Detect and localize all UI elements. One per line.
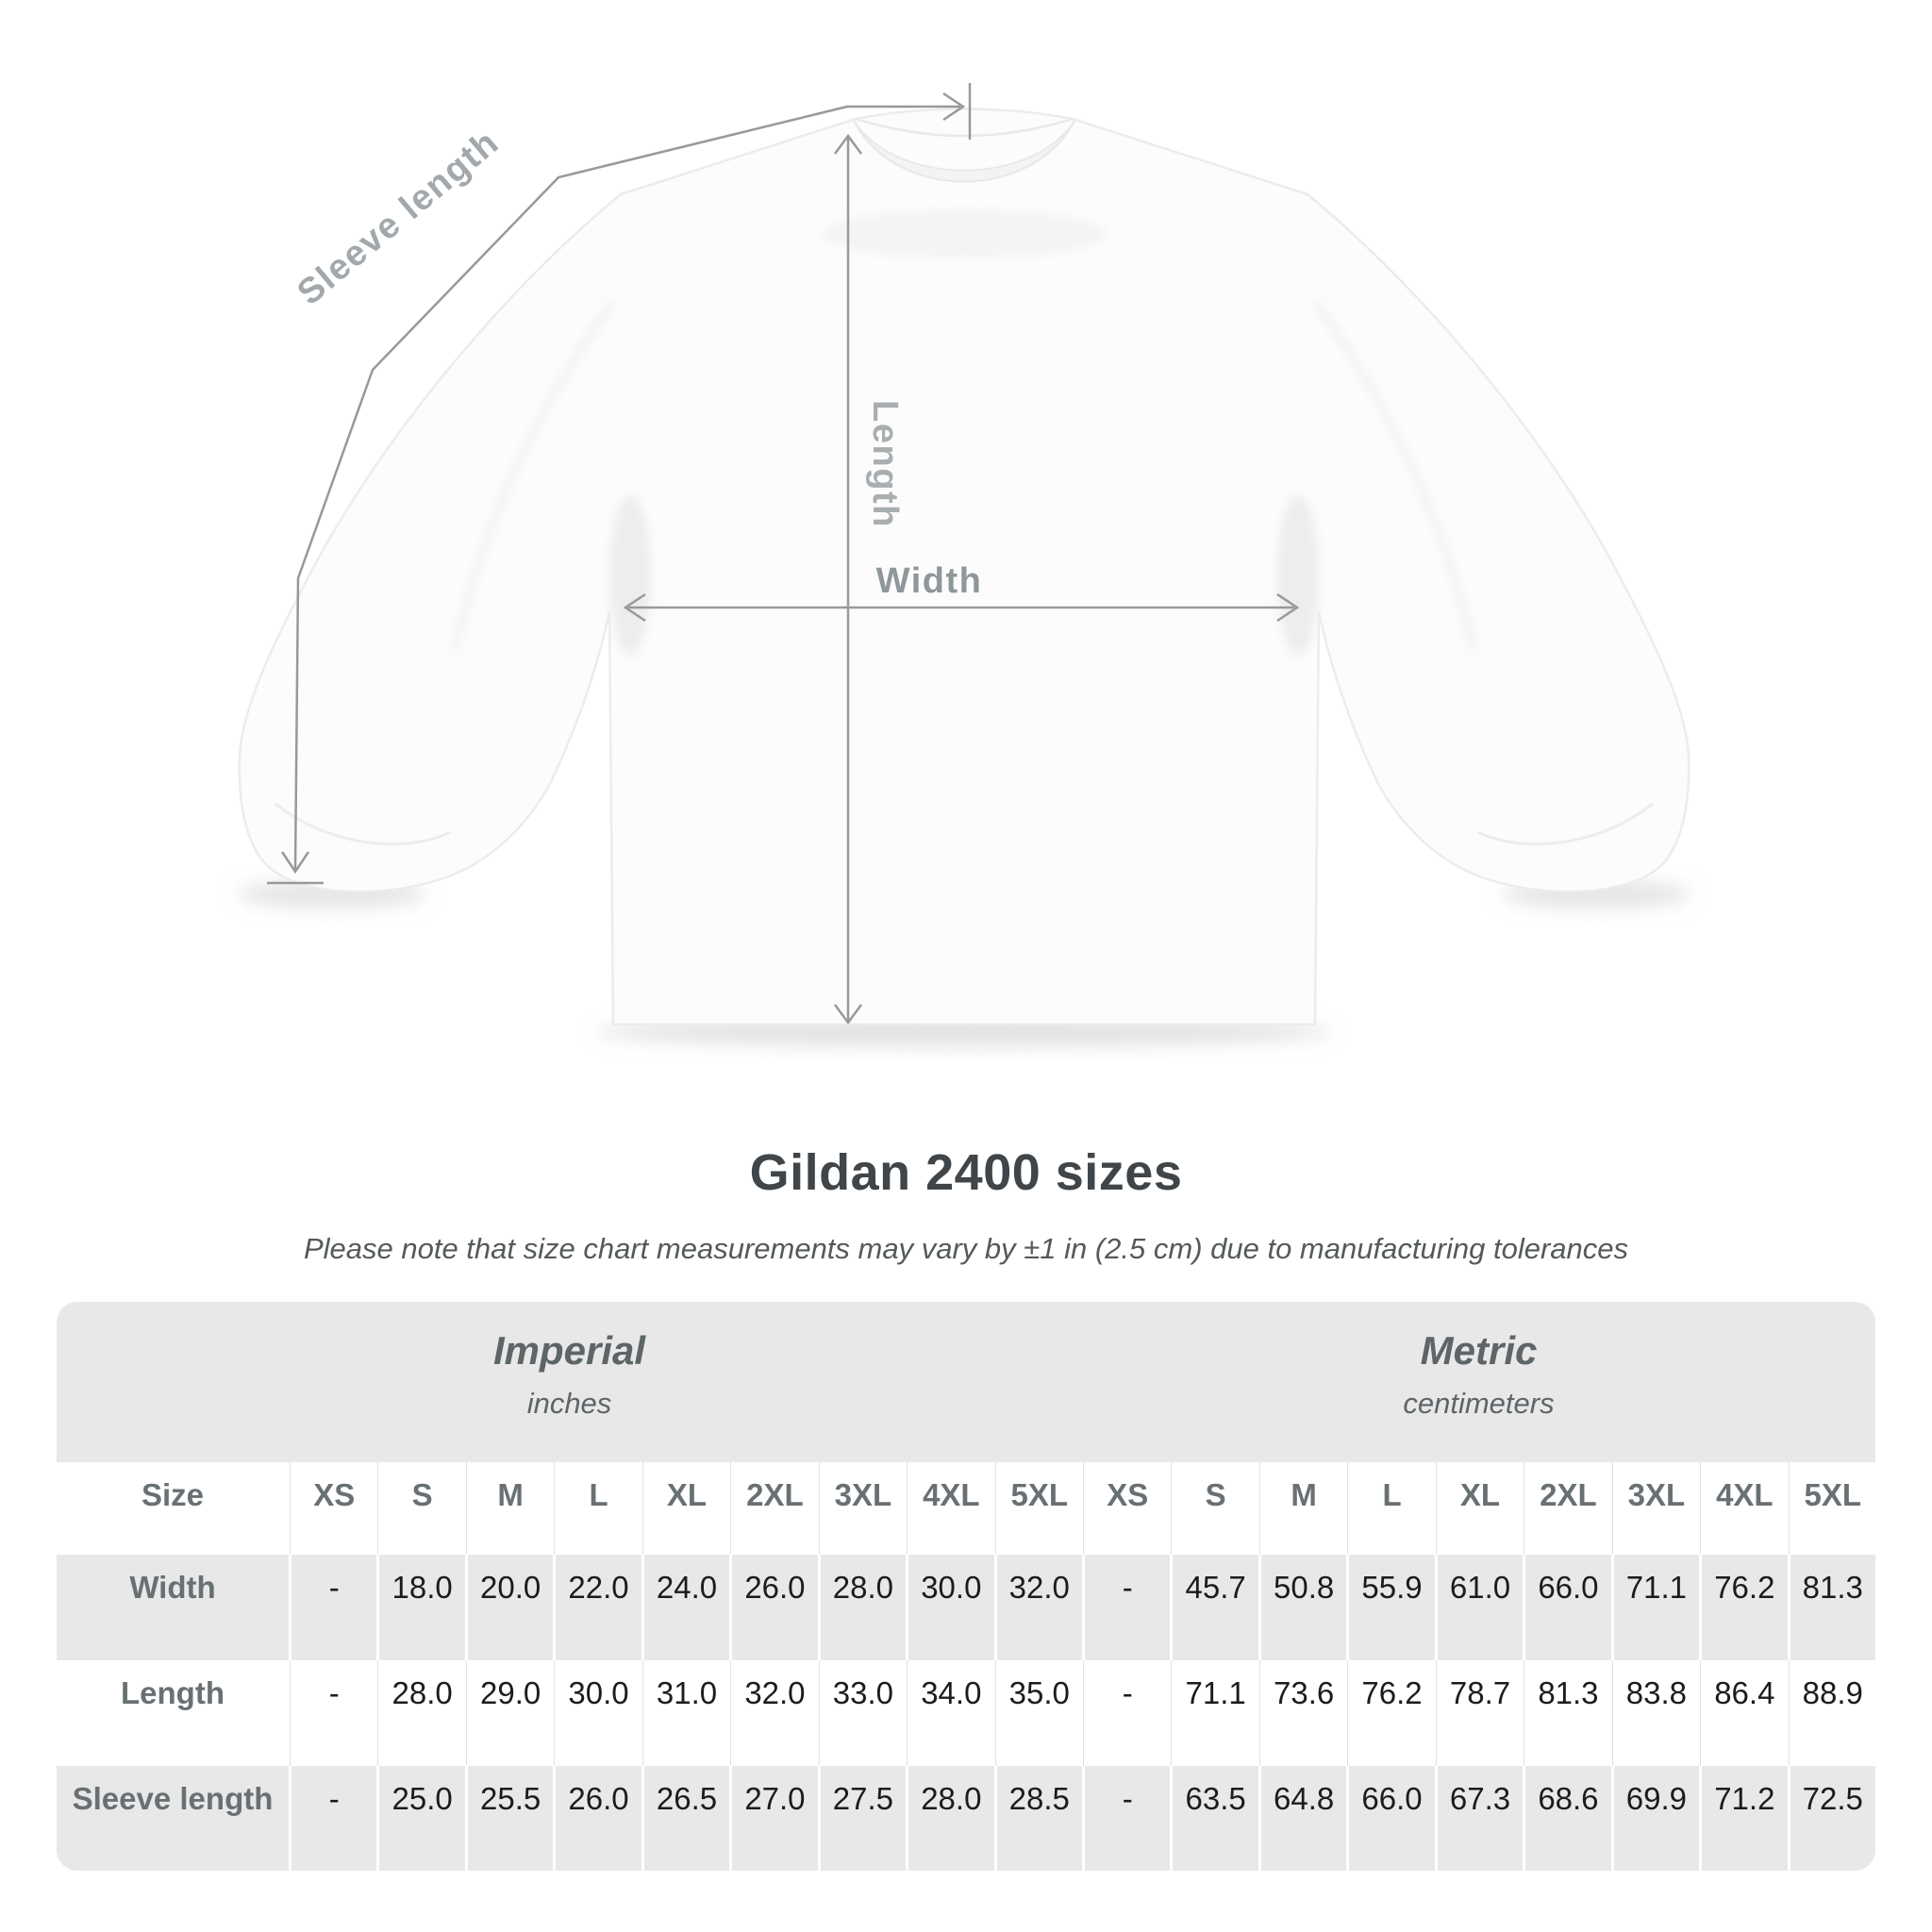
metric-value-cell: 78.7 <box>1435 1660 1523 1766</box>
imperial-value-cell: 26.5 <box>643 1766 730 1871</box>
imperial-value-cell: 33.0 <box>818 1660 906 1766</box>
metric-value-cell: 86.4 <box>1700 1660 1787 1766</box>
metric-unit-header: Metric centimeters <box>1082 1302 1875 1462</box>
imperial-value-cell: 28.0 <box>820 1555 907 1660</box>
size-column-header: 2XL <box>1524 1462 1610 1555</box>
metric-value-cell: 71.1 <box>1613 1555 1700 1660</box>
page-title: Gildan 2400 sizes <box>749 1144 1183 1201</box>
imperial-value-cell: 30.0 <box>554 1660 641 1766</box>
imperial-value-cell: - <box>289 1660 376 1766</box>
size-column-header: S <box>377 1462 464 1555</box>
metric-label: Metric <box>1420 1328 1538 1373</box>
metric-value-cell: 76.2 <box>1347 1660 1434 1766</box>
size-column-header: L <box>554 1462 641 1555</box>
metric-value-cell: 73.6 <box>1258 1660 1346 1766</box>
metric-value-cell: 76.2 <box>1702 1555 1788 1660</box>
size-column-header: L <box>1347 1462 1434 1555</box>
metric-value-cell: 45.7 <box>1173 1555 1258 1660</box>
metric-value-cell: - <box>1084 1555 1171 1660</box>
row-label: Sleeve length <box>57 1766 289 1871</box>
width-measure-line <box>623 592 1300 623</box>
imperial-value-cell: 34.0 <box>907 1660 993 1766</box>
imperial-value-cell: 30.0 <box>908 1555 994 1660</box>
size-column-header: 3XL <box>818 1462 906 1555</box>
imperial-value-cell: 24.0 <box>643 1555 730 1660</box>
metric-value-cell: 66.0 <box>1349 1766 1435 1871</box>
metric-value-cell: 61.0 <box>1437 1555 1524 1660</box>
shirt-collar <box>823 117 1106 258</box>
metric-value-cell: 68.6 <box>1525 1766 1611 1871</box>
sleeve-length-measure-line <box>267 83 972 885</box>
size-column-header: 4XL <box>1700 1462 1787 1555</box>
size-table: Imperial inches Metric centimeters Size X… <box>57 1302 1875 1871</box>
length-label: Length <box>865 400 905 528</box>
size-column-header: S <box>1171 1462 1257 1555</box>
table-row-length: Length -28.0 29.0 30.0 31.0 32.0 33.0 34.0 35.0-… <box>57 1660 1875 1766</box>
metric-value-cell: 72.5 <box>1790 1766 1875 1871</box>
size-header-row: Size XS S M L XL 2XL 3XL 4XL 5XL XS S M L XL 2XL 3XL 4XL 5… <box>57 1462 1875 1555</box>
row-label: Length <box>121 1675 225 1710</box>
size-column-header: XL <box>1435 1462 1523 1555</box>
size-column-header: XL <box>641 1462 729 1555</box>
size-column-header: 2XL <box>730 1462 817 1555</box>
size-column-header: M <box>1258 1462 1346 1555</box>
imperial-value-cell: - <box>291 1766 377 1871</box>
imperial-value-cell: 32.0 <box>730 1660 817 1766</box>
metric-value-cell: - <box>1084 1766 1171 1871</box>
size-column-header: 4XL <box>907 1462 993 1555</box>
imperial-value-cell: 27.0 <box>732 1766 818 1871</box>
size-column-header: 5XL <box>1788 1462 1875 1555</box>
table-row-sleeve-length: Sleeve length -25.0 25.5 26.0 26.5 27.0 27.5 28… <box>57 1766 1875 1871</box>
imperial-value-cell: 31.0 <box>641 1660 729 1766</box>
sleeve-length-label: Sleeve length <box>290 123 507 313</box>
metric-value-cell: 64.8 <box>1260 1766 1347 1871</box>
size-column-header: 3XL <box>1611 1462 1699 1555</box>
imperial-value-cell: 28.0 <box>377 1660 464 1766</box>
metric-value-cell: 69.9 <box>1613 1766 1700 1871</box>
metric-value-cell: 71.1 <box>1171 1660 1257 1766</box>
imperial-value-cell: 28.0 <box>908 1766 994 1871</box>
metric-value-cell: 88.9 <box>1788 1660 1875 1766</box>
imperial-unit-header: Imperial inches <box>57 1302 1082 1462</box>
imperial-value-cell: 26.0 <box>732 1555 818 1660</box>
size-column-header: 5XL <box>994 1462 1082 1555</box>
metric-value-cell: 83.8 <box>1611 1660 1699 1766</box>
metric-value-cell: - <box>1082 1660 1170 1766</box>
metric-value-cell: 81.3 <box>1524 1660 1610 1766</box>
size-header-label: Size <box>141 1477 205 1512</box>
metric-value-cell: 55.9 <box>1349 1555 1435 1660</box>
size-column-header: XS <box>1082 1462 1170 1555</box>
metric-value-cell: 71.2 <box>1702 1766 1788 1871</box>
imperial-value-cell: 26.0 <box>556 1766 641 1871</box>
page-subtitle: Please note that size chart measurements… <box>303 1232 1629 1265</box>
table-row-width: Width -18.0 20.0 22.0 24.0 26.0 28.0 30.0 32.0-4… <box>57 1555 1875 1660</box>
size-column-header: M <box>465 1462 553 1555</box>
metric-value-cell: 63.5 <box>1173 1766 1258 1871</box>
imperial-value-cell: 27.5 <box>820 1766 907 1871</box>
imperial-value-cell: 35.0 <box>994 1660 1082 1766</box>
metric-value-cell: 66.0 <box>1525 1555 1611 1660</box>
metric-value-cell: 50.8 <box>1260 1555 1347 1660</box>
imperial-label: Imperial <box>492 1328 646 1373</box>
imperial-value-cell: 22.0 <box>556 1555 641 1660</box>
imperial-value-cell: 28.5 <box>996 1766 1082 1871</box>
imperial-value-cell: - <box>291 1555 377 1660</box>
unit-header-row: Imperial inches Metric centimeters <box>57 1302 1875 1462</box>
shirt-measurement-diagram: Sleeve length Length Width <box>238 83 1690 1047</box>
imperial-value-cell: 25.5 <box>467 1766 554 1871</box>
imperial-value-cell: 20.0 <box>467 1555 554 1660</box>
metric-value-cell: 67.3 <box>1437 1766 1524 1871</box>
width-label: Width <box>876 561 983 601</box>
imperial-value-cell: 18.0 <box>379 1555 465 1660</box>
size-column-header: XS <box>289 1462 376 1555</box>
row-label: Width <box>57 1555 289 1660</box>
imperial-value-cell: 32.0 <box>996 1555 1082 1660</box>
length-measure-line <box>833 133 863 1025</box>
imperial-value-cell: 25.0 <box>379 1766 465 1871</box>
imperial-value-cell: 29.0 <box>465 1660 553 1766</box>
imperial-unit-label: inches <box>526 1387 612 1420</box>
metric-value-cell: 81.3 <box>1790 1555 1875 1660</box>
metric-unit-label: centimeters <box>1403 1387 1555 1420</box>
